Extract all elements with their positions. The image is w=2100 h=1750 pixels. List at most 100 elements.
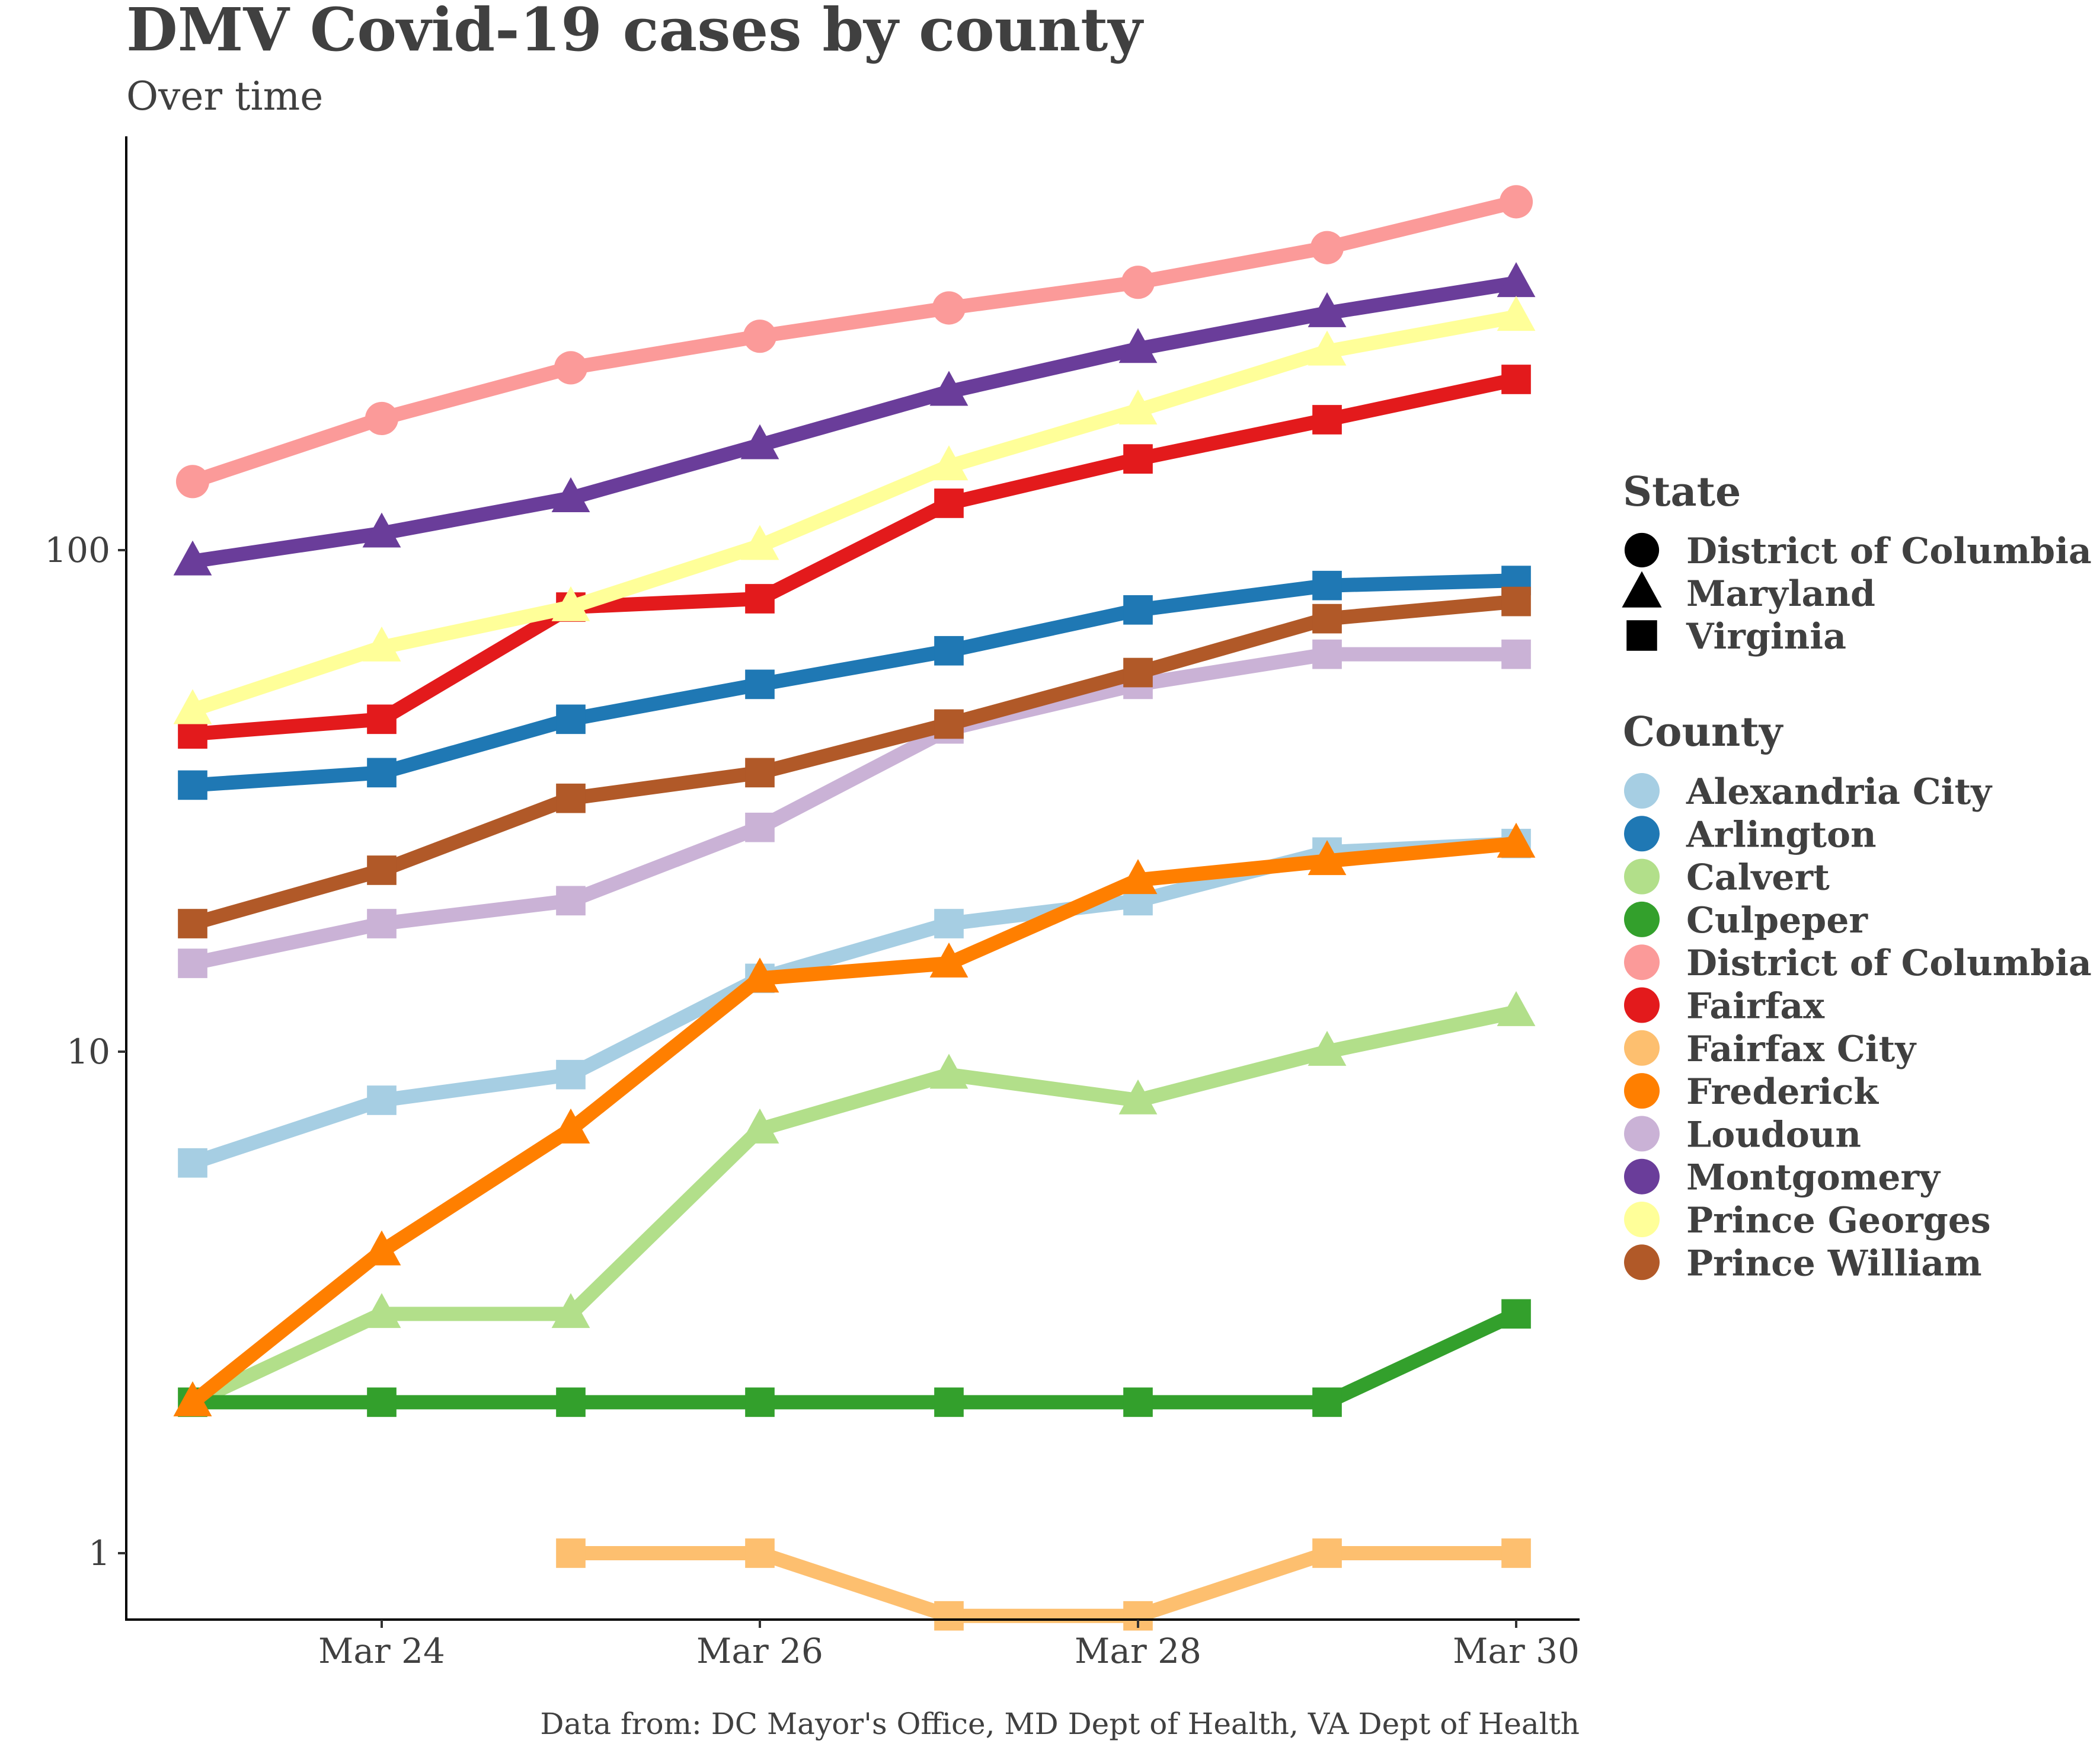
- data-point-fairfax-city: [745, 1538, 775, 1568]
- data-point-frederick: [173, 1381, 212, 1417]
- series-fairfax-city: [556, 1538, 1531, 1631]
- data-point-frederick: [1118, 859, 1158, 895]
- data-point-prince-william: [178, 909, 207, 938]
- data-point-culpeper: [1312, 1387, 1342, 1417]
- y-tick-label: 10: [66, 1032, 110, 1072]
- data-point-loudoun: [178, 949, 207, 978]
- data-point-prince-georges: [1497, 296, 1536, 331]
- county-legend-label: District of Columbia: [1686, 943, 2092, 984]
- data-point-prince-william: [745, 758, 775, 788]
- county-legend-title: County: [1623, 708, 1784, 756]
- data-point-arlington: [1123, 595, 1153, 625]
- data-point-arlington: [556, 704, 586, 735]
- data-point-prince-william: [367, 855, 397, 885]
- data-point-frederick: [929, 942, 969, 978]
- data-point-fairfax: [1312, 405, 1342, 435]
- data-point-montgomery: [551, 477, 590, 512]
- data-point-montgomery: [740, 424, 779, 459]
- data-point-arlington: [745, 669, 775, 700]
- legend-key-prince-georges: [1624, 1202, 1660, 1237]
- county-legend-item: District of Columbia: [1624, 943, 2092, 984]
- data-point-fairfax: [934, 488, 964, 518]
- data-point-frederick: [740, 957, 779, 993]
- county-legend-label: Fairfax City: [1686, 1029, 1917, 1070]
- data-point-arlington: [1312, 570, 1342, 601]
- county-legend-item: Montgomery: [1624, 1157, 1941, 1199]
- data-point-montgomery: [929, 371, 969, 406]
- y-axis-ticks: 1 10 100: [44, 530, 126, 1573]
- county-legend-label: Calvert: [1686, 857, 1830, 899]
- data-point-prince-georges: [1308, 330, 1347, 366]
- chart-caption: Data from: DC Mayor's Office, MD Dept of…: [540, 1707, 1580, 1741]
- data-point-frederick: [551, 1108, 590, 1144]
- data-point-frederick: [1308, 840, 1347, 876]
- county-legend-item: Culpeper: [1624, 900, 1868, 941]
- data-point-calvert: [929, 1053, 969, 1089]
- state-legend-label: Virginia: [1686, 616, 1846, 657]
- data-point-alexandria-city: [556, 1059, 586, 1090]
- legend-key-loudoun: [1624, 1116, 1660, 1152]
- series-line-calvert: [186, 1005, 1523, 1410]
- data-point-frederick: [1497, 822, 1536, 858]
- series-montgomery: [173, 262, 1536, 576]
- data-point-fairfax-city: [556, 1538, 586, 1568]
- data-point-fairfax-city: [934, 1601, 964, 1631]
- data-point-culpeper: [367, 1387, 397, 1417]
- data-point-fairfax: [1501, 365, 1531, 394]
- series-prince-georges: [173, 296, 1536, 724]
- legend-key-montgomery: [1624, 1158, 1660, 1195]
- county-legend-label: Frederick: [1686, 1071, 1879, 1113]
- state-legend-title: State: [1623, 468, 1741, 516]
- data-point-montgomery: [1497, 262, 1536, 298]
- series-line-loudoun: [186, 647, 1523, 971]
- legend-key-district-of-columbia: [1624, 944, 1660, 981]
- series-line-arlington: [186, 573, 1523, 793]
- data-point-montgomery: [173, 540, 212, 576]
- series-line-prince-william: [186, 594, 1523, 931]
- county-legend-item: Fairfax City: [1624, 1029, 1917, 1070]
- legend-key-prince-william: [1624, 1244, 1660, 1280]
- data-point-district-of-columbia: [175, 465, 210, 499]
- data-point-district-of-columbia: [932, 291, 966, 325]
- data-point-calvert: [362, 1293, 401, 1329]
- axes: [125, 136, 1580, 1621]
- data-point-prince-william: [1312, 603, 1342, 634]
- x-axis-ticks: Mar 24 Mar 26 Mar 28 Mar 30: [318, 1620, 1580, 1671]
- data-point-prince-william: [556, 783, 586, 813]
- state-legend-label: Maryland: [1686, 573, 1875, 615]
- data-point-culpeper: [745, 1387, 775, 1417]
- data-point-montgomery: [1308, 292, 1347, 327]
- data-point-district-of-columbia: [1499, 185, 1533, 219]
- data-point-prince-georges: [1118, 389, 1158, 424]
- series-arlington: [178, 566, 1531, 800]
- county-legend-item: Loudoun: [1624, 1114, 1861, 1155]
- series-line-district-of-columbia: [186, 194, 1523, 489]
- legend-key-fairfax-city: [1624, 1030, 1660, 1066]
- chart-subtitle: Over time: [126, 74, 323, 119]
- data-point-prince-william: [1123, 657, 1153, 688]
- data-point-district-of-columbia: [554, 351, 588, 385]
- data-point-alexandria-city: [367, 1085, 397, 1115]
- series-line-montgomery: [186, 276, 1523, 569]
- county-legend-item: Arlington: [1624, 814, 1877, 855]
- data-point-loudoun: [367, 909, 397, 938]
- data-point-prince-william: [934, 709, 964, 739]
- series-prince-william: [178, 586, 1531, 938]
- series-line-fairfax: [186, 372, 1523, 742]
- y-tick-label: 100: [44, 530, 110, 570]
- series-line-prince-georges: [186, 309, 1523, 717]
- data-point-arlington: [367, 758, 397, 788]
- county-legend: County Alexandria CityArlingtonCalvertCu…: [1623, 708, 2092, 1284]
- data-point-prince-georges: [740, 525, 779, 560]
- legend-key-virginia-square: [1626, 620, 1657, 651]
- county-legend-item: Prince William: [1624, 1243, 1982, 1284]
- county-legend-item: Alexandria City: [1624, 771, 1993, 813]
- x-tick-label: Mar 30: [1453, 1631, 1580, 1671]
- county-legend-item: Fairfax: [1624, 986, 1825, 1027]
- data-point-fairfax: [745, 584, 775, 614]
- data-point-prince-georges: [173, 689, 212, 724]
- state-legend: State District of ColumbiaMarylandVirgin…: [1622, 468, 2092, 657]
- data-point-montgomery: [1118, 328, 1158, 363]
- county-legend-label: Loudoun: [1686, 1114, 1861, 1155]
